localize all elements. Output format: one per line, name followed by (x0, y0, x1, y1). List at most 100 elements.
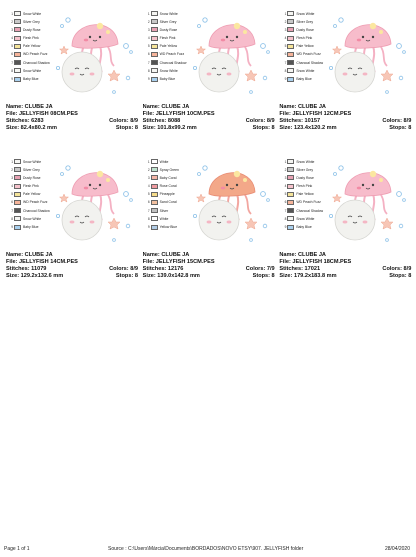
thread-color-row: 2 Spray Green (144, 166, 204, 173)
thread-swatch (150, 76, 158, 82)
design-colors: Colors: 8/9 (109, 118, 138, 124)
design-file: File: JELLYFISH 10CM.PES (142, 111, 215, 117)
thread-number: 5 (284, 44, 287, 49)
thread-swatch (150, 43, 158, 49)
thread-number: 7 (147, 60, 150, 65)
thread-color-list: 1 Snow White 2 Silver Grey 3 Dusty Rose … (7, 10, 67, 84)
design-stops: Stops: 8 (115, 273, 138, 279)
thread-color-row: 4 Rose Coral (144, 183, 204, 190)
thread-color-name: WD Peach Fuzz (23, 52, 48, 57)
thread-swatch (150, 191, 158, 197)
thread-number: 7 (284, 60, 287, 65)
thread-color-name: Pale Yellow (159, 44, 178, 49)
thread-color-row: 4 Flesh Pink (7, 183, 67, 190)
jellyfish-embroidery-illustration (329, 165, 407, 242)
thread-color-row: 5 Pale Yellow (280, 191, 340, 198)
design-colors: Colors: 8/9 (382, 266, 412, 272)
design-colors: Colors: 8/9 (245, 118, 275, 124)
design-stitches: Stitches: 17021 (279, 266, 321, 272)
thread-swatch (287, 76, 295, 82)
thread-color-row: 3 Dusty Rose (280, 26, 340, 33)
thread-number: 6 (11, 52, 13, 57)
thread-color-row: 8 Snow White (280, 67, 340, 74)
thread-number: 8 (147, 216, 150, 221)
thread-color-name: Silver (159, 208, 169, 213)
design-info: Name: CLUBE JA File: JELLYFISH 18CM.PES … (279, 252, 411, 280)
thread-color-list: 1 Snow White 2 Silver Grey 3 Dusty Rose … (280, 158, 340, 232)
design-stops: Stops: 8 (389, 273, 412, 279)
thread-number: 9 (284, 225, 287, 229)
thread-color-name: Charcoal Shadow (159, 60, 187, 65)
thread-color-name: Flesh Pink (159, 36, 176, 41)
design-size: Size: 179.2x183.8 mm (279, 273, 337, 279)
design-name: Name: CLUBE JA (279, 104, 326, 110)
thread-color-name: Silver Grey (296, 19, 314, 24)
thread-swatch (150, 159, 158, 164)
jellyfish-embroidery-illustration (192, 17, 270, 94)
thread-number: 1 (11, 159, 13, 164)
design-card: 1 Snow White 2 Silver Grey 3 Dusty Rose … (4, 6, 139, 146)
thread-swatch (14, 175, 21, 181)
thread-swatch (287, 19, 295, 25)
thread-color-name: Yellow Blue (159, 225, 178, 229)
thread-color-row: 2 Silver Grey (7, 166, 67, 173)
page-footer: Page 1 of 1 Source : C:\Users\Márcia\Doc… (4, 545, 410, 553)
thread-color-row: 3 Dusty Rose (7, 174, 67, 181)
thread-swatch (150, 175, 158, 181)
thread-color-name: Dusty Rose (23, 175, 41, 180)
design-file: File: JELLYFISH 18CM.PES (279, 259, 352, 265)
thread-color-name: Baby Blue (296, 225, 312, 229)
thread-number: 4 (147, 36, 150, 41)
thread-color-name: Baby Blue (296, 77, 312, 81)
thread-color-name: Pale Yellow (23, 44, 41, 49)
thread-color-name: WD Peach Fuzz (159, 52, 185, 57)
design-card: 1 Snow White 2 Silver Grey 3 Dusty Rose … (4, 154, 139, 294)
thread-color-name: Silver Grey (159, 19, 177, 24)
thread-number: 7 (284, 208, 287, 213)
thread-color-name: Dusty Rose (159, 27, 178, 32)
thread-swatch (14, 27, 21, 33)
thread-color-row: 8 Snow White (7, 67, 67, 74)
thread-color-row: 6 WD Peach Fuzz (7, 51, 67, 58)
thread-swatch (150, 216, 158, 222)
thread-color-row: 2 Silver Grey (280, 166, 340, 173)
design-card: 1 Snow White 2 Silver Grey 3 Dusty Rose … (277, 154, 412, 294)
jellyfish-embroidery-illustration (329, 17, 407, 94)
thread-color-name: Snow White (159, 11, 178, 16)
thread-swatch (14, 11, 21, 16)
thread-color-row: 6 Sand Coral (144, 199, 204, 206)
thread-number: 2 (147, 167, 150, 172)
thread-color-row: 5 Pale Yellow (280, 43, 340, 50)
design-name: Name: CLUBE JA (142, 252, 190, 258)
design-file: File: JELLYFISH 15CM.PES (142, 259, 215, 265)
thread-color-name: Baby Coral (159, 175, 177, 180)
thread-color-row: 8 White (144, 215, 204, 222)
thread-number: 3 (11, 175, 13, 180)
page-number: Page 1 of 1 (4, 546, 30, 552)
design-stops: Stops: 8 (389, 125, 412, 131)
thread-color-name: Flesh Pink (23, 184, 39, 189)
thread-swatch (287, 167, 295, 173)
design-name: Name: CLUBE JA (6, 252, 53, 258)
thread-color-row: 8 Snow White (144, 67, 204, 74)
thread-number: 3 (147, 175, 150, 180)
thread-color-row: 7 Charcoal Shadow (280, 207, 340, 214)
thread-color-row: 8 Snow White (280, 215, 340, 222)
thread-swatch (14, 159, 21, 164)
thread-swatch (14, 19, 21, 25)
thread-swatch (287, 68, 295, 74)
design-card: 1 White 2 Spray Green 3 Baby Coral 4 Ros… (141, 154, 276, 294)
thread-swatch (14, 167, 21, 173)
design-size: Size: 139.0x142.8 mm (142, 273, 200, 279)
thread-color-row: 7 Charcoal Shadow (144, 59, 204, 66)
thread-swatch (287, 51, 295, 57)
thread-swatch (14, 51, 21, 57)
thread-color-row: 5 Pale Yellow (7, 43, 67, 50)
thread-number: 9 (11, 225, 13, 229)
thread-swatch (14, 60, 21, 66)
thread-color-name: Baby Blue (23, 225, 39, 229)
thread-swatch (287, 191, 295, 197)
thread-color-name: Dusty Rose (23, 27, 41, 32)
thread-color-name: Charcoal Shadow (23, 208, 50, 213)
thread-color-row: 7 Charcoal Shadow (7, 59, 67, 66)
